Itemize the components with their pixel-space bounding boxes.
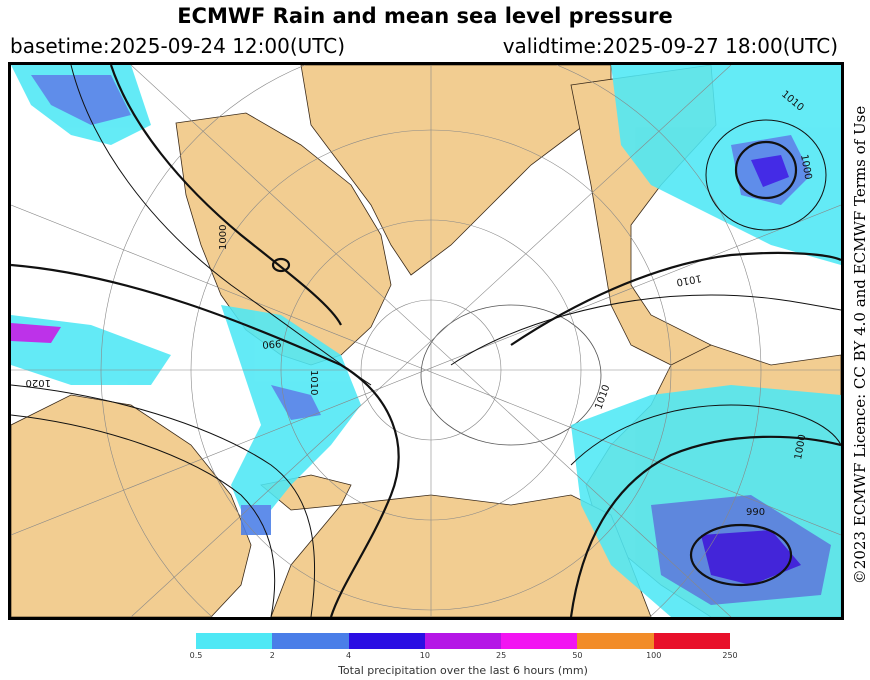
colorbar-tick: 50 <box>572 651 583 660</box>
arctic-ocean <box>420 304 602 446</box>
isobar-line <box>109 65 342 326</box>
isobar-line <box>11 263 400 617</box>
graticule <box>11 65 841 617</box>
isobar-line <box>450 294 841 366</box>
isobar-label: 1000 <box>793 434 808 461</box>
precip-ne-core <box>751 155 789 187</box>
basetime-label: basetime:2025-09-24 12:00(UTC) <box>10 34 346 58</box>
colorbar-tick: 10 <box>419 651 430 660</box>
colorbar-segment <box>272 633 349 649</box>
precip-ne-band <box>611 65 841 265</box>
colorbar-segment <box>501 633 578 649</box>
isobars <box>11 65 841 617</box>
colorbar-tick: 0.5 <box>189 651 203 660</box>
isobar-line <box>570 404 841 466</box>
scandinavia-land <box>11 394 252 617</box>
isobar-label: 990 <box>262 337 282 350</box>
precip-colorbar <box>196 633 730 649</box>
colorbar-ticks: 0.5 2 4 10 25 50 100 250 <box>190 651 738 663</box>
isobar-label: 1010 <box>675 272 702 287</box>
isobar-line <box>70 65 372 386</box>
isobar-label: 1000 <box>218 225 229 250</box>
colorbar-segment <box>577 633 654 649</box>
precipitation-layer <box>11 65 841 617</box>
isobar-label: 1010 <box>308 370 319 395</box>
isobar-label: 1020 <box>26 377 51 388</box>
map-frame: 1010 1000 1010 1020 990 1010 1010 1000 9… <box>8 62 844 620</box>
precip-se-intense <box>701 530 801 585</box>
colorbar-segment <box>653 633 730 649</box>
precip-greenland-sea-core <box>271 385 321 420</box>
isobar-line <box>569 435 841 617</box>
colorbar-tick: 250 <box>722 651 738 660</box>
colorbar-tick: 2 <box>269 651 275 660</box>
isobar-low-se <box>689 523 793 587</box>
isobar-label: 1000 <box>798 154 813 181</box>
map-title: ECMWF Rain and mean sea level pressure <box>177 4 673 28</box>
colorbar-tick: 100 <box>646 651 662 660</box>
weather-map: 1010 1000 1010 1020 990 1010 1010 1000 9… <box>11 65 841 617</box>
isobar-line <box>510 251 841 346</box>
isobar-low-greenland <box>271 257 291 273</box>
isobar-low-ne-outer <box>705 119 827 231</box>
isobar-low-ne <box>734 140 798 200</box>
isobar-line <box>11 414 276 617</box>
precip-west-core <box>11 323 61 343</box>
precip-nw-core <box>31 75 131 125</box>
credit-text: ©2023 ECMWF Licence: CC BY 4.0 and ECMWF… <box>851 105 869 584</box>
colorbar-tick: 25 <box>496 651 507 660</box>
colorbar-title: Total precipitation over the last 6 hour… <box>338 664 588 677</box>
precip-barents <box>241 505 271 535</box>
colorbar-tick: 4 <box>346 651 352 660</box>
isobar-line <box>11 384 316 617</box>
colorbar-segment <box>196 633 273 649</box>
isobar-label: 990 <box>746 507 765 518</box>
colorbar-segment <box>424 633 502 649</box>
validtime-label: validtime:2025-09-27 18:00(UTC) <box>502 34 838 58</box>
colorbar-segment <box>348 633 425 649</box>
